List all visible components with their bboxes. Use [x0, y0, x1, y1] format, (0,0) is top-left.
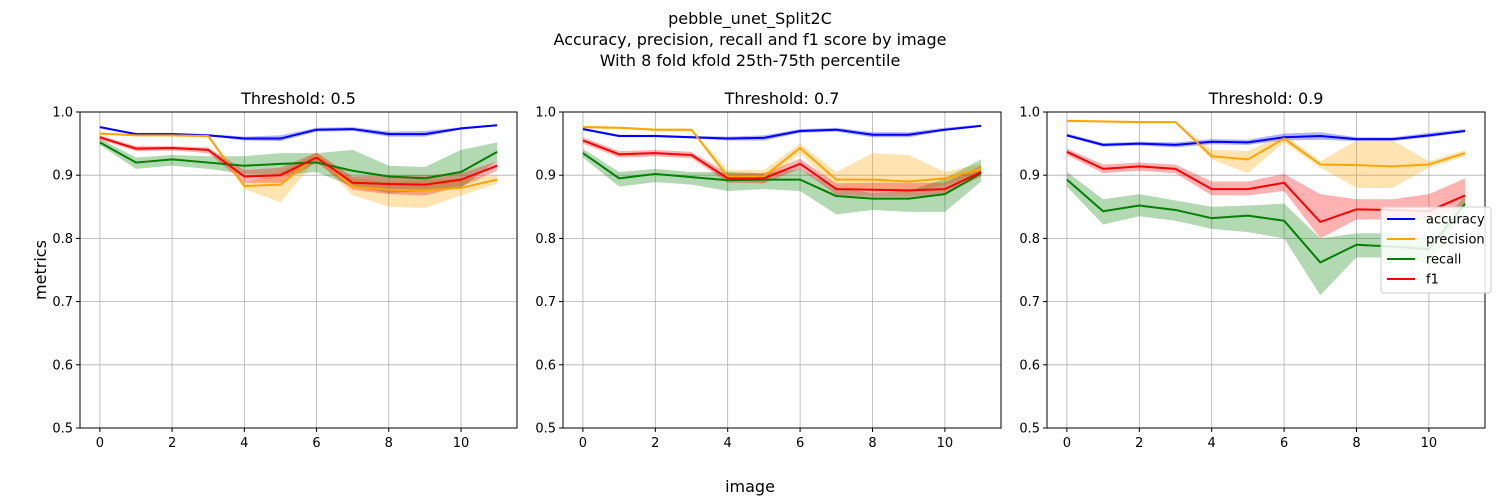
- x-tick-label: 4: [1208, 436, 1216, 451]
- x-tick-label: 10: [453, 436, 470, 451]
- legend-label-recall: recall: [1426, 253, 1461, 268]
- legend-label-precision: precision: [1426, 233, 1485, 248]
- x-tick-label: 6: [312, 436, 320, 451]
- y-tick-label: 0.7: [535, 295, 556, 310]
- y-tick-label: 0.9: [535, 169, 556, 184]
- line-accuracy: [582, 124, 982, 140]
- band-accuracy: [99, 124, 498, 142]
- figure-title-line-3: With 8 fold kfold 25th-75th percentile: [600, 51, 901, 70]
- y-tick-label: 0.7: [1019, 295, 1040, 310]
- legend: accuracy precision recall f1: [1380, 206, 1492, 294]
- x-tick-label: 10: [937, 436, 954, 451]
- x-tick-label: 8: [385, 436, 393, 451]
- subplot-1: 0 2 4 6 8 10 0.5 0.6 0.7 0.8 0.9 1.0 Threshold: 0.5: [52, 89, 518, 451]
- line-f1: [582, 139, 982, 192]
- line-accuracy: [99, 124, 498, 140]
- subplot-2: 0 2 4 6 8 10 0.5 0.6 0.7 0.8 0.9 1.0 Threshold: 0.7: [535, 89, 1002, 451]
- y-axis-label: metrics: [31, 240, 50, 300]
- figure-title-line-1: pebble_unet_Split2C: [668, 9, 832, 29]
- y-tick-label: 0.5: [52, 422, 73, 437]
- x-axis-label: image: [725, 477, 775, 496]
- x-tick-label: 0: [96, 436, 104, 451]
- y-tick-label: 0.6: [1019, 358, 1040, 373]
- figure-title: pebble_unet_Split2C Accuracy, precision,…: [554, 9, 947, 70]
- y-tick-label: 0.8: [535, 232, 556, 247]
- band-recall: [1066, 172, 1466, 296]
- legend-box: [1380, 206, 1492, 294]
- x-tick-label: 6: [796, 436, 804, 451]
- y-tick-label: 0.5: [1019, 422, 1040, 437]
- x-tick-label: 8: [868, 436, 876, 451]
- figure-title-line-2: Accuracy, precision, recall and f1 score…: [554, 30, 947, 49]
- band-accuracy: [1066, 129, 1466, 148]
- axes-frame: [562, 111, 1002, 429]
- legend-label-f1: f1: [1426, 273, 1439, 288]
- line-recall: [582, 152, 982, 200]
- band-f1: [582, 137, 982, 197]
- x-tick-label: 4: [724, 436, 732, 451]
- x-tick-label: 0: [1063, 436, 1071, 451]
- x-tick-label: 0: [579, 436, 587, 451]
- y-tick-label: 0.8: [52, 232, 73, 247]
- subplot-title: Threshold: 0.5: [240, 89, 356, 108]
- legend-label-accuracy: accuracy: [1426, 213, 1485, 228]
- line-precision: [1066, 119, 1466, 168]
- y-tick-label: 0.9: [52, 169, 73, 184]
- band-precision: [1066, 119, 1466, 188]
- x-tick-label: 2: [651, 436, 659, 451]
- band-f1: [1066, 148, 1466, 239]
- subplot-title: Threshold: 0.7: [724, 89, 840, 108]
- x-tick-label: 6: [1280, 436, 1288, 451]
- x-tick-label: 2: [168, 436, 176, 451]
- y-tick-label: 1.0: [1019, 106, 1040, 121]
- x-tick-label: 10: [1421, 436, 1438, 451]
- line-precision: [99, 132, 498, 192]
- y-tick-label: 0.8: [1019, 232, 1040, 247]
- x-tick-label: 2: [1135, 436, 1143, 451]
- line-recall: [99, 141, 498, 180]
- axes-frame: [79, 111, 518, 429]
- line-precision: [582, 126, 982, 183]
- y-tick-label: 1.0: [535, 106, 556, 121]
- x-tick-label: 4: [240, 436, 248, 451]
- y-tick-label: 0.6: [52, 358, 73, 373]
- line-f1: [99, 136, 498, 186]
- subplot-title: Threshold: 0.9: [1208, 89, 1324, 108]
- y-tick-label: 0.7: [52, 295, 73, 310]
- y-tick-label: 0.6: [535, 358, 556, 373]
- y-tick-label: 0.9: [1019, 169, 1040, 184]
- y-tick-label: 0.5: [535, 422, 556, 437]
- x-tick-label: 8: [1352, 436, 1360, 451]
- band-precision: [582, 125, 982, 193]
- line-accuracy: [1066, 129, 1466, 146]
- y-tick-label: 1.0: [52, 106, 73, 121]
